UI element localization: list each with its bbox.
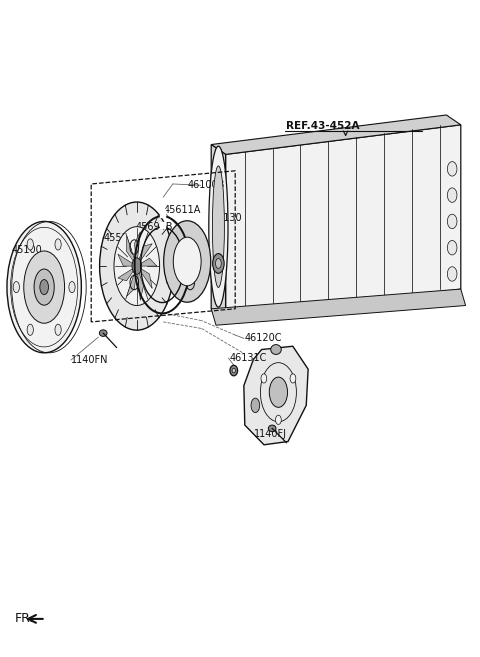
Polygon shape [244, 346, 308, 445]
Ellipse shape [447, 267, 457, 281]
Ellipse shape [447, 188, 457, 202]
Ellipse shape [212, 166, 225, 288]
Text: 1140FN: 1140FN [71, 355, 108, 365]
Ellipse shape [447, 162, 457, 176]
Polygon shape [127, 266, 137, 296]
Text: 45100: 45100 [12, 244, 43, 255]
Polygon shape [211, 115, 461, 154]
Text: 46130: 46130 [211, 213, 242, 223]
Ellipse shape [55, 239, 61, 250]
Ellipse shape [99, 202, 174, 330]
Ellipse shape [34, 269, 54, 306]
Ellipse shape [216, 258, 221, 269]
Ellipse shape [164, 221, 211, 302]
Ellipse shape [268, 425, 276, 432]
Text: 46100B: 46100B [187, 180, 225, 191]
Ellipse shape [209, 146, 228, 307]
Ellipse shape [447, 214, 457, 229]
Ellipse shape [27, 239, 34, 250]
Ellipse shape [55, 324, 61, 335]
Ellipse shape [24, 251, 64, 323]
Polygon shape [137, 266, 152, 288]
Polygon shape [211, 289, 466, 325]
Text: 46120C: 46120C [245, 333, 282, 344]
Ellipse shape [213, 254, 224, 273]
Ellipse shape [276, 415, 281, 424]
Ellipse shape [132, 258, 142, 275]
Polygon shape [211, 145, 226, 319]
Text: 45527A: 45527A [103, 233, 141, 243]
Ellipse shape [99, 330, 107, 336]
Polygon shape [127, 236, 137, 266]
Polygon shape [137, 266, 144, 300]
Ellipse shape [230, 365, 238, 376]
Polygon shape [134, 232, 140, 266]
Polygon shape [137, 244, 152, 266]
Text: REF.43-452A: REF.43-452A [286, 122, 359, 131]
Polygon shape [118, 266, 137, 281]
Polygon shape [137, 258, 157, 266]
Ellipse shape [69, 282, 75, 293]
Ellipse shape [13, 282, 19, 293]
Text: 45694B: 45694B [136, 221, 173, 232]
Ellipse shape [271, 344, 281, 355]
Polygon shape [118, 254, 137, 266]
Ellipse shape [290, 374, 296, 383]
Ellipse shape [261, 374, 267, 383]
Ellipse shape [173, 237, 201, 286]
Ellipse shape [232, 368, 235, 373]
Text: 1140FJ: 1140FJ [254, 428, 288, 439]
Polygon shape [160, 222, 165, 228]
Text: FR.: FR. [14, 612, 34, 625]
Polygon shape [160, 209, 165, 217]
Ellipse shape [40, 280, 48, 295]
Ellipse shape [251, 398, 260, 413]
Text: 46131C: 46131C [229, 353, 267, 363]
Text: 45611A: 45611A [163, 205, 201, 215]
Ellipse shape [27, 324, 33, 335]
Ellipse shape [447, 240, 457, 255]
Ellipse shape [269, 377, 288, 407]
Polygon shape [226, 125, 461, 319]
Ellipse shape [7, 221, 81, 353]
Ellipse shape [114, 227, 159, 306]
